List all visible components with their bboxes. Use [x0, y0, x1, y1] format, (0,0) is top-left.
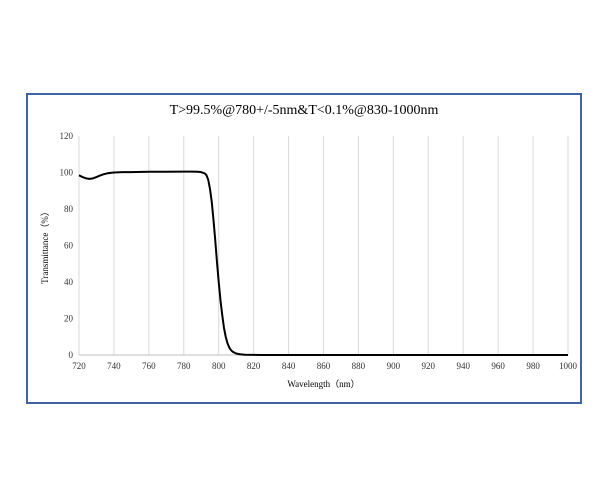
x-axis-title: Wavelength（nm）: [287, 379, 359, 389]
x-tick-label: 820: [247, 361, 261, 371]
y-tick-label: 100: [60, 168, 74, 178]
x-tick-label: 980: [526, 361, 540, 371]
y-tick-label: 120: [60, 131, 74, 141]
x-tick-label: 720: [72, 361, 86, 371]
chart-plot: 720 740 760 780 800 820 840 860 880 900 920 940 960 9…: [40, 131, 578, 389]
x-tick-label: 800: [212, 361, 226, 371]
x-tick-label: 840: [282, 361, 296, 371]
x-tick-label: 1000: [559, 361, 578, 371]
chart-frame: T>99.5%@780+/-5nm&T<0.1%@830-1000nm 720 7…: [26, 93, 582, 404]
y-axis-title: Transmittance（%）: [40, 207, 50, 284]
x-tick-label: 940: [456, 361, 470, 371]
x-tick-label: 900: [387, 361, 401, 371]
chart-title: T>99.5%@780+/-5nm&T<0.1%@830-1000nm: [169, 103, 439, 118]
x-tick-label: 920: [422, 361, 436, 371]
y-tick-label: 60: [64, 241, 74, 251]
y-tick-label: 40: [64, 277, 74, 287]
x-tick-label: 760: [142, 361, 156, 371]
y-tick-label: 0: [69, 350, 74, 360]
y-tick-label: 80: [64, 204, 74, 214]
y-tick-label: 20: [64, 314, 74, 324]
x-tick-label: 880: [352, 361, 366, 371]
x-tick-label: 860: [317, 361, 331, 371]
series-line: [78, 170, 568, 356]
x-tick-label: 780: [177, 361, 191, 371]
x-tick-label: 740: [107, 361, 121, 371]
x-tick-label: 960: [491, 361, 505, 371]
